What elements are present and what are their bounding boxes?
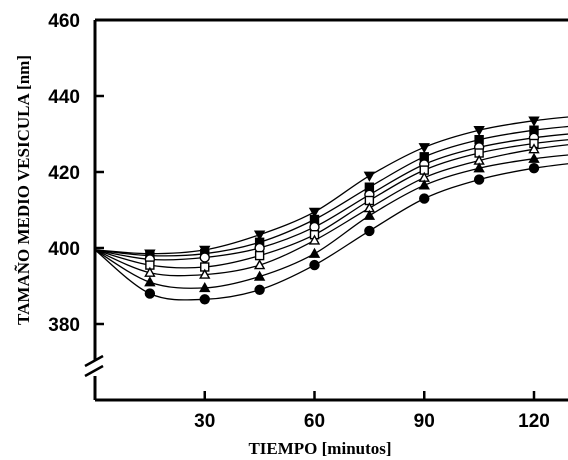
x-tick-label: 120 [518,411,550,432]
data-point [528,143,540,154]
y-tick-label: 460 [48,11,80,32]
data-point [419,193,430,204]
data-point [308,207,321,218]
data-point [309,259,320,271]
x-tick-label: 90 [414,411,435,432]
x-tick-label: 30 [194,411,215,432]
data-point [528,152,540,163]
tick-labels: 30 60 90 120 380 400 420 440 460 [48,11,550,432]
data-point [473,162,485,173]
series-line [95,139,568,269]
data-point [418,179,430,190]
data-point [254,284,265,295]
axis-break-mark [84,354,104,368]
x-axis-title: TIEMPO [minutos] [248,439,391,458]
data-point [364,225,375,237]
data-point [308,247,321,258]
y-tick-label: 400 [48,239,80,260]
data-point [253,259,266,270]
data-point [254,250,265,261]
axis-break-gap [83,360,107,376]
data-point [199,281,211,293]
data-point [199,268,211,279]
series-line [95,163,568,301]
series-line [95,116,568,255]
data-point [199,294,210,305]
data-point [473,125,485,137]
data-point [144,276,156,287]
data-point [528,162,540,174]
x-tick-label: 60 [304,411,325,432]
data-point [528,116,540,127]
data-point [473,174,485,185]
y-tick-label: 440 [48,87,80,108]
plot-markers [144,116,540,305]
data-point [253,270,266,281]
data-point [144,266,156,277]
data-point [418,143,430,154]
data-point [144,288,156,299]
series-line [95,125,568,257]
series-line [95,154,568,289]
y-tick-label: 420 [48,163,80,184]
data-point [253,230,266,241]
y-axis-title: TAMAÑO MEDIO VESICULA [nm] [14,55,33,325]
data-point [363,209,376,220]
data-point [363,171,376,182]
data-point [308,234,321,245]
y-tick-label: 380 [48,315,80,336]
series-line [95,133,568,261]
series-line [95,144,568,277]
axis-break-mark [84,364,104,378]
data-point [199,252,210,263]
plot-lines [95,116,568,301]
axes [83,18,568,402]
